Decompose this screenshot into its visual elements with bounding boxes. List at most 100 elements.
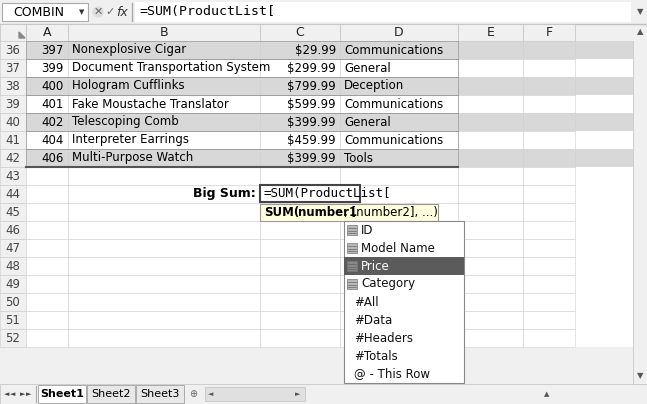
Bar: [68, 239, 260, 257]
Text: #Totals: #Totals: [354, 349, 398, 362]
Text: 41: 41: [6, 133, 21, 147]
Bar: [68, 131, 260, 149]
Text: 402: 402: [41, 116, 64, 128]
Text: $29.99: $29.99: [295, 44, 336, 57]
Text: 49: 49: [6, 278, 21, 290]
Text: E: E: [487, 26, 494, 39]
Bar: [26, 275, 68, 293]
Bar: [68, 257, 260, 275]
Bar: [0, 329, 633, 347]
Text: Interpreter Earrings: Interpreter Earrings: [72, 133, 189, 147]
Bar: [458, 221, 523, 239]
Bar: [68, 113, 260, 131]
Bar: [0, 275, 633, 293]
Bar: [523, 167, 575, 185]
Bar: [458, 311, 523, 329]
Bar: [523, 221, 575, 239]
Bar: [340, 95, 458, 113]
Text: 406: 406: [41, 152, 64, 164]
Text: 397: 397: [41, 44, 64, 57]
Bar: [340, 257, 458, 275]
Bar: [68, 203, 260, 221]
Bar: [523, 131, 575, 149]
Bar: [260, 204, 438, 221]
Bar: [523, 24, 575, 41]
Bar: [0, 311, 633, 329]
Bar: [0, 257, 26, 275]
Text: 47: 47: [6, 242, 21, 255]
Text: ⊕: ⊕: [189, 389, 197, 399]
Circle shape: [93, 7, 103, 17]
Bar: [0, 149, 633, 167]
Bar: [0, 41, 26, 59]
Text: ✕: ✕: [93, 7, 103, 17]
Text: 50: 50: [6, 295, 20, 309]
Bar: [0, 95, 633, 113]
Bar: [523, 41, 575, 59]
Bar: [458, 95, 523, 113]
Bar: [0, 239, 633, 257]
Bar: [26, 113, 68, 131]
Text: , [number2], ...): , [number2], ...): [344, 206, 438, 219]
Bar: [458, 59, 523, 77]
Bar: [523, 293, 575, 311]
Bar: [260, 59, 340, 77]
Text: SUM(: SUM(: [264, 206, 300, 219]
Bar: [260, 257, 340, 275]
Bar: [38, 385, 86, 403]
Bar: [0, 95, 26, 113]
Text: 45: 45: [6, 206, 21, 219]
Bar: [68, 77, 260, 95]
Bar: [26, 311, 68, 329]
Text: 44: 44: [6, 187, 21, 200]
Text: ID: ID: [361, 223, 373, 236]
Text: ►: ►: [26, 391, 31, 397]
Text: #Data: #Data: [354, 314, 392, 326]
Bar: [523, 95, 575, 113]
Text: Model Name: Model Name: [361, 242, 435, 255]
Text: 400: 400: [42, 80, 64, 93]
Text: Big Sum:: Big Sum:: [193, 187, 256, 200]
Bar: [458, 41, 523, 59]
Bar: [26, 167, 68, 185]
Bar: [68, 293, 260, 311]
Bar: [458, 77, 523, 95]
Bar: [458, 239, 523, 257]
Text: Tools: Tools: [344, 152, 373, 164]
Bar: [136, 385, 184, 403]
Bar: [340, 149, 458, 167]
Bar: [458, 275, 523, 293]
Bar: [260, 203, 340, 221]
Bar: [523, 239, 575, 257]
Bar: [0, 293, 633, 311]
Text: D: D: [394, 26, 404, 39]
Text: 37: 37: [6, 61, 21, 74]
Text: Sheet1: Sheet1: [40, 389, 84, 399]
Bar: [68, 24, 260, 41]
Bar: [260, 329, 340, 347]
Bar: [0, 384, 647, 404]
Bar: [340, 203, 458, 221]
Bar: [0, 185, 633, 203]
Text: 39: 39: [6, 97, 21, 111]
Bar: [0, 221, 26, 239]
Bar: [0, 24, 26, 41]
Bar: [0, 24, 647, 41]
Bar: [347, 261, 357, 271]
Bar: [0, 239, 26, 257]
Text: 46: 46: [6, 223, 21, 236]
Bar: [347, 279, 357, 289]
Bar: [0, 59, 26, 77]
Bar: [260, 113, 340, 131]
Bar: [458, 149, 523, 167]
Bar: [458, 329, 523, 347]
Polygon shape: [19, 32, 25, 38]
Bar: [26, 257, 68, 275]
Text: $299.99: $299.99: [287, 61, 336, 74]
Bar: [260, 24, 340, 41]
Bar: [340, 131, 458, 149]
Bar: [0, 203, 633, 221]
Bar: [523, 257, 575, 275]
Text: ◄: ◄: [4, 391, 9, 397]
Bar: [68, 311, 260, 329]
